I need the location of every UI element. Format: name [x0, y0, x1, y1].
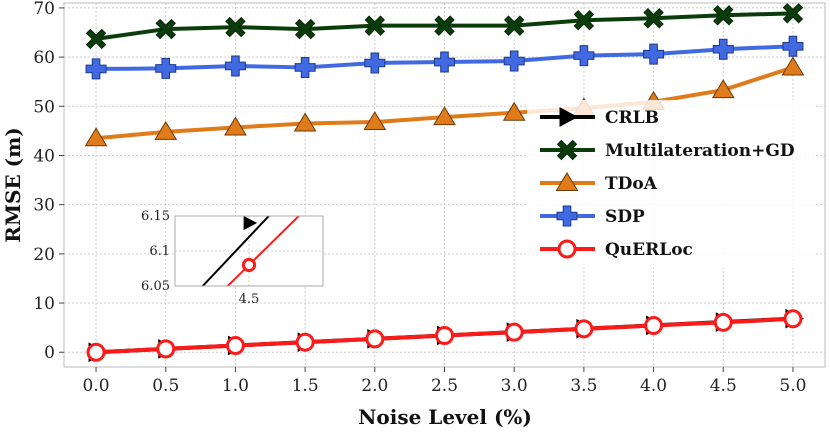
legend-marker-tdoa [555, 172, 579, 191]
y-axis-title: RMSE (m) [1, 127, 25, 243]
point-querloc [574, 319, 594, 339]
point-sdp [294, 56, 316, 78]
series-sdp [85, 35, 804, 80]
point-querloc [713, 312, 733, 332]
point-multilateration-gd [643, 8, 664, 29]
legend-label-querloc: QuERLoc [605, 240, 693, 260]
y-tick-label: 0 [44, 343, 55, 363]
point-querloc [156, 339, 176, 359]
point-tdoa [224, 116, 247, 136]
point-multilateration-gd [782, 3, 804, 24]
series-tdoa [84, 56, 805, 147]
point-querloc [644, 315, 664, 335]
point-sdp [364, 52, 386, 74]
x-tick-label: 3.0 [501, 376, 528, 396]
y-axis-ticks: 0 10 20 30 40 50 60 70 [33, 0, 64, 363]
point-sdp [712, 38, 734, 60]
inset-ticks: 6.05 6.1 6.15 4.5 [141, 209, 259, 307]
x-axis-title: Noise Level (%) [358, 405, 532, 429]
point-tdoa [502, 101, 526, 121]
point-multilateration-gd [434, 15, 455, 36]
inset-frame [174, 215, 324, 287]
legend-item-tdoa: TDoA [540, 172, 658, 194]
legend-box [527, 100, 814, 268]
point-tdoa [433, 106, 456, 126]
point-sdp [85, 58, 107, 80]
inset-line-crlb [201, 216, 271, 286]
inset-y-tick-label: 6.05 [141, 279, 170, 294]
point-sdp [155, 57, 177, 79]
point-sdp [224, 55, 246, 77]
legend-label-multilateration-gd: Multilateration+GD [605, 141, 795, 161]
point-sdp [503, 50, 525, 72]
point-tdoa [363, 111, 387, 131]
inset-y-tick-label: 6.15 [141, 209, 170, 224]
point-sdp [434, 51, 455, 73]
legend-marker-querloc [557, 239, 577, 259]
y-tick-label: 70 [33, 0, 55, 19]
point-sdp [573, 45, 595, 67]
y-tick-label: 10 [33, 294, 55, 314]
inset-x-tick-label: 4.5 [239, 292, 260, 307]
point-multilateration-gd [364, 15, 386, 36]
point-sdp [782, 35, 804, 57]
legend-label-crlb: CRLB [605, 108, 659, 128]
point-tdoa [84, 127, 108, 147]
point-multilateration-gd [294, 18, 316, 40]
point-sdp [643, 43, 665, 65]
point-querloc [783, 309, 803, 329]
point-multilateration-gd [713, 5, 734, 26]
point-tdoa [293, 112, 317, 132]
y-tick-label: 40 [33, 146, 55, 166]
x-tick-label: 4.0 [640, 376, 667, 396]
x-tick-label: 2.5 [431, 376, 458, 396]
x-tick-label: 4.5 [710, 376, 737, 396]
legend-item-crlb: CRLB [540, 107, 659, 128]
inset-y-tick-label: 6.1 [149, 244, 170, 259]
x-tick-label: 2.0 [361, 376, 388, 396]
legend-item-sdp: SDP [540, 205, 645, 227]
y-tick-label: 30 [33, 196, 55, 216]
legend-marker-crlb [559, 107, 579, 127]
point-querloc [504, 322, 524, 342]
legend-marker-multilateration-gd [556, 139, 578, 161]
point-tdoa [711, 79, 735, 99]
y-tick-label: 20 [33, 245, 55, 265]
inset-zoom: 6.05 6.1 6.15 4.5 [141, 209, 324, 307]
series-layer [84, 3, 805, 363]
point-tdoa [154, 120, 178, 140]
point-querloc [295, 332, 315, 352]
legend-label-tdoa: TDoA [605, 174, 658, 194]
series-multilateration-gd [85, 3, 804, 50]
series-querloc [86, 309, 803, 362]
inset-series-layer [201, 216, 301, 286]
x-tick-label: 1.5 [292, 376, 319, 396]
point-querloc [86, 342, 106, 362]
point-multilateration-gd [503, 15, 525, 36]
point-tdoa [781, 56, 805, 76]
legend: CRLB Multilateration+GD TDoA SDP QuERLoc [527, 100, 814, 268]
legend-marker-sdp [556, 205, 578, 227]
legend-item-querloc: QuERLoc [540, 239, 693, 260]
x-tick-label: 0.0 [83, 376, 110, 396]
x-tick-label: 1.0 [222, 376, 249, 396]
point-querloc [365, 329, 385, 349]
inset-point-querloc [241, 257, 257, 273]
legend-item-multilateration-gd: Multilateration+GD [540, 139, 795, 161]
point-multilateration-gd [155, 18, 176, 40]
x-axis-ticks: 0.0 0.5 1.0 1.5 2.0 2.5 3.0 3.5 4.0 4.5 5.0 [83, 367, 806, 396]
point-querloc [225, 336, 245, 356]
y-tick-label: 60 [33, 48, 55, 68]
x-tick-label: 0.5 [152, 376, 179, 396]
point-querloc [435, 326, 454, 346]
legend-label-sdp: SDP [605, 207, 645, 227]
inset-point-crlb [243, 216, 258, 231]
point-multilateration-gd [573, 10, 595, 31]
point-multilateration-gd [225, 16, 246, 38]
x-tick-label: 3.5 [570, 376, 597, 396]
x-tick-label: 5.0 [779, 376, 806, 396]
y-tick-label: 50 [33, 97, 55, 117]
point-multilateration-gd [85, 28, 107, 50]
